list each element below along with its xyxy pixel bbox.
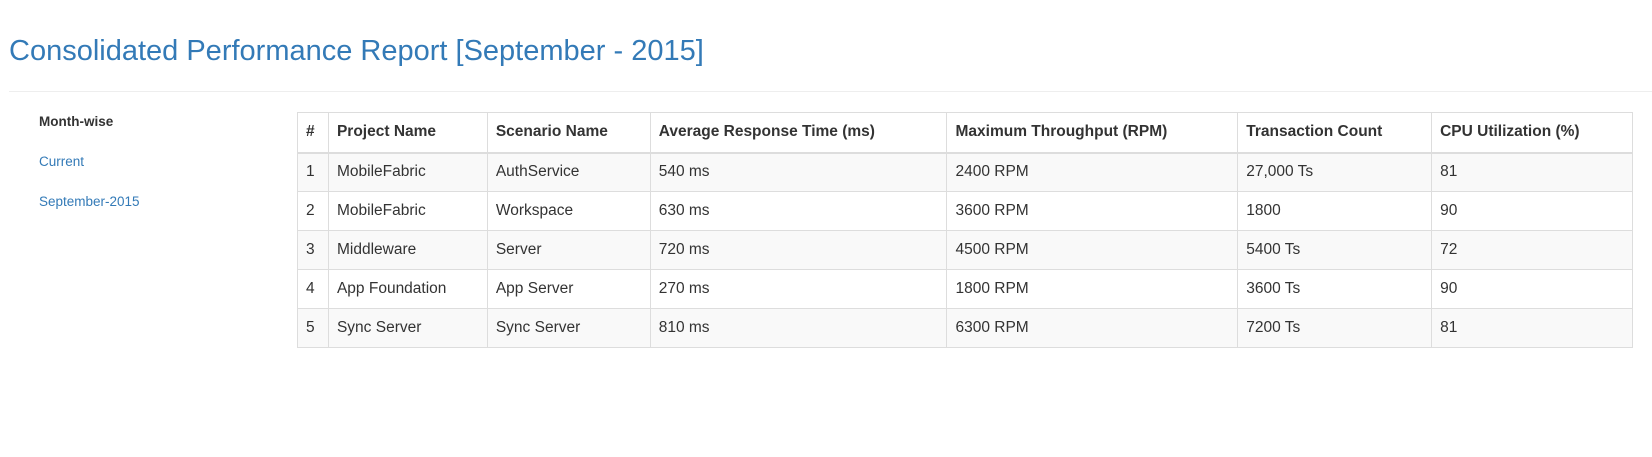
cell-avg-response-time: 720 ms — [649, 230, 948, 270]
cell-cpu-utilization: 81 — [1431, 152, 1633, 192]
column-header-scenario-name: Scenario Name — [486, 112, 651, 154]
cell-scenario-name: App Server — [486, 269, 651, 309]
table-row: 4 App Foundation App Server 270 ms 1800 … — [297, 269, 1633, 309]
cell-scenario-name: Server — [486, 230, 651, 270]
column-header-cpu-utilization: CPU Utilization (%) — [1431, 112, 1633, 154]
page-title: Consolidated Performance Report [Septemb… — [9, 35, 704, 67]
cell-scenario-name: Sync Server — [486, 308, 651, 348]
cell-max-throughput: 3600 RPM — [946, 191, 1239, 231]
cell-scenario-name: Workspace — [486, 191, 651, 231]
cell-index: 5 — [297, 308, 329, 348]
sidebar-link-september-2015[interactable]: September-2015 — [39, 194, 140, 209]
column-header-project-name: Project Name — [327, 112, 488, 154]
cell-transaction-count: 7200 Ts — [1237, 308, 1433, 348]
cell-max-throughput: 2400 RPM — [946, 152, 1239, 192]
column-header-index: # — [297, 112, 329, 154]
cell-cpu-utilization: 90 — [1431, 269, 1633, 309]
cell-cpu-utilization: 81 — [1431, 308, 1633, 348]
cell-cpu-utilization: 72 — [1431, 230, 1633, 270]
cell-transaction-count: 27,000 Ts — [1237, 152, 1433, 192]
cell-avg-response-time: 810 ms — [649, 308, 948, 348]
cell-index: 3 — [297, 230, 329, 270]
cell-project-name: Middleware — [327, 230, 488, 270]
performance-table: # Project Name Scenario Name Average Res… — [297, 112, 1633, 348]
cell-project-name: MobileFabric — [327, 191, 488, 231]
sidebar: Month-wise Current September-2015 — [39, 110, 259, 214]
cell-index: 2 — [297, 191, 329, 231]
table-row: 1 MobileFabric AuthService 540 ms 2400 R… — [297, 152, 1633, 192]
column-header-avg-response-time: Average Response Time (ms) — [649, 112, 948, 154]
cell-transaction-count: 1800 — [1237, 191, 1433, 231]
cell-project-name: Sync Server — [327, 308, 488, 348]
cell-scenario-name: AuthService — [486, 152, 651, 192]
sidebar-link-current[interactable]: Current — [39, 154, 85, 169]
table-row: 2 MobileFabric Workspace 630 ms 3600 RPM… — [297, 191, 1633, 231]
page-header: Consolidated Performance Report [Septemb… — [9, 0, 1652, 92]
report-table-container: # Project Name Scenario Name Average Res… — [297, 112, 1633, 348]
cell-max-throughput: 4500 RPM — [946, 230, 1239, 270]
cell-project-name: App Foundation — [327, 269, 488, 309]
table-header-row: # Project Name Scenario Name Average Res… — [297, 112, 1633, 154]
cell-avg-response-time: 540 ms — [649, 152, 948, 192]
cell-max-throughput: 6300 RPM — [946, 308, 1239, 348]
cell-index: 1 — [297, 152, 329, 192]
sidebar-heading: Month-wise — [39, 114, 114, 129]
cell-index: 4 — [297, 269, 329, 309]
cell-transaction-count: 5400 Ts — [1237, 230, 1433, 270]
cell-max-throughput: 1800 RPM — [946, 269, 1239, 309]
cell-transaction-count: 3600 Ts — [1237, 269, 1433, 309]
cell-avg-response-time: 270 ms — [649, 269, 948, 309]
cell-cpu-utilization: 90 — [1431, 191, 1633, 231]
cell-avg-response-time: 630 ms — [649, 191, 948, 231]
column-header-max-throughput: Maximum Throughput (RPM) — [946, 112, 1239, 154]
table-row: 3 Middleware Server 720 ms 4500 RPM 5400… — [297, 230, 1633, 270]
table-row: 5 Sync Server Sync Server 810 ms 6300 RP… — [297, 308, 1633, 348]
cell-project-name: MobileFabric — [327, 152, 488, 192]
column-header-transaction-count: Transaction Count — [1237, 112, 1433, 154]
